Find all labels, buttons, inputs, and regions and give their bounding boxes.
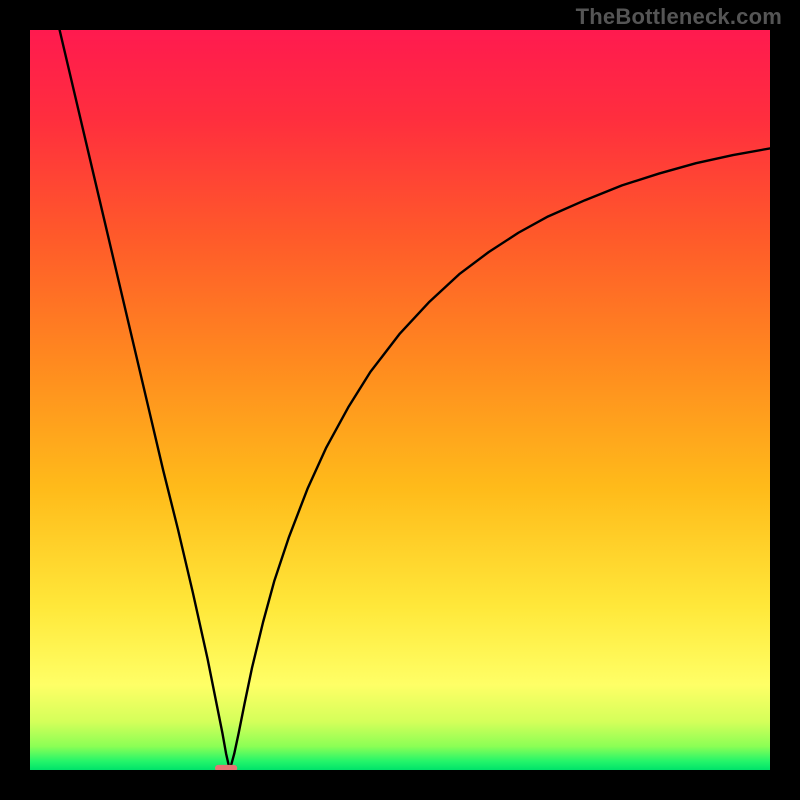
bottleneck-curve-chart bbox=[0, 0, 800, 800]
plot-background-gradient bbox=[30, 30, 770, 770]
chart-container: { "watermark": { "text": "TheBottleneck.… bbox=[0, 0, 800, 800]
watermark-text: TheBottleneck.com bbox=[576, 4, 782, 30]
